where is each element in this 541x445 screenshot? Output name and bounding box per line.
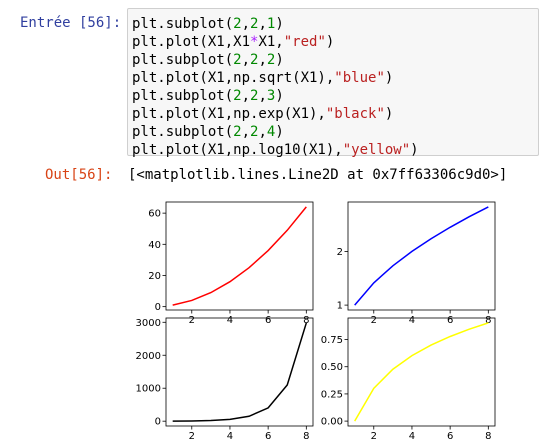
- subplot-3: 2 4 6 8 0 1000 2000 3000: [136, 317, 314, 442]
- code-token: ): [275, 16, 284, 32]
- code-token: 2: [233, 52, 242, 68]
- y-tick-label: 2: [337, 247, 343, 258]
- code-token: ): [275, 124, 284, 140]
- code-token: ): [275, 88, 284, 104]
- code-token: ): [410, 142, 419, 158]
- code-token: plt.plot(X1,np.log10(X1),: [132, 142, 343, 158]
- code-token: X1,: [258, 34, 284, 50]
- x-tick-label: 4: [409, 315, 415, 326]
- x-tick-label: 4: [227, 315, 233, 326]
- code-token: 2: [250, 124, 259, 140]
- x-tick-label: 2: [189, 315, 195, 326]
- code-token: ,: [258, 16, 267, 32]
- code-token: ,: [241, 16, 251, 32]
- code-token: plt.subplot(: [132, 88, 234, 104]
- code-line: plt.plot(X1,np.log10(X1),"yellow"): [132, 141, 534, 159]
- axes-frame: [165, 317, 314, 427]
- code-token: ,: [258, 88, 267, 104]
- code-token: plt.subplot(: [132, 16, 234, 32]
- code-line: plt.plot(X1,np.exp(X1),"black"): [132, 105, 534, 123]
- y-tick-label: 2000: [136, 351, 161, 362]
- subplot-1: 2 4 6 8 0 20 40 60: [148, 201, 314, 326]
- series-line: [354, 322, 489, 422]
- code-line: plt.subplot(2,2,3): [132, 87, 534, 105]
- input-prompt: Entrée [56]:: [20, 15, 122, 31]
- code-token: plt.plot(X1,np.sqrt(X1),: [132, 70, 335, 86]
- code-token: "black": [325, 106, 385, 122]
- x-tick-label: 8: [485, 431, 491, 442]
- code-line: plt.plot(X1,X1*X1,"red"): [132, 33, 534, 51]
- code-token: plt.plot(X1,X1: [132, 34, 251, 50]
- y-tick-label: 40: [148, 240, 161, 251]
- code-token: 2: [250, 52, 259, 68]
- code-token: 2: [250, 88, 259, 104]
- code-line: plt.subplot(2,2,2): [132, 51, 534, 69]
- subplot-figure: 2 4 6 8 0 20 40 60 2 4 6 8 1 2 2 4 6 8 0 1000 2000 3000 2 4 6 8 0.…: [136, 201, 496, 442]
- code-token: plt.subplot(: [132, 124, 234, 140]
- axes-frame: [165, 201, 314, 311]
- x-tick-label: 2: [189, 431, 195, 442]
- code-token: ): [384, 70, 394, 86]
- code-line: plt.plot(X1,np.sqrt(X1),"blue"): [132, 69, 534, 87]
- subplot-4: 2 4 6 8 0.00 0.25 0.50 0.75: [321, 317, 496, 442]
- output-text: [<matplotlib.lines.Line2D at 0x7ff63306c…: [128, 167, 508, 183]
- x-tick-label: 4: [409, 431, 415, 442]
- y-tick-label: 0.00: [321, 417, 343, 428]
- code-token: 2: [233, 16, 242, 32]
- x-tick-label: 8: [485, 315, 491, 326]
- y-tick-label: 1: [337, 301, 343, 312]
- y-tick-label: 1000: [136, 384, 161, 395]
- code-token: "red": [283, 34, 326, 50]
- code-token: ): [275, 52, 284, 68]
- x-tick-label: 2: [371, 315, 377, 326]
- code-token: plt.plot(X1,np.exp(X1),: [132, 106, 326, 122]
- y-tick-label: 0.25: [321, 389, 343, 400]
- y-tick-label: 60: [148, 209, 161, 220]
- code-token: plt.subplot(: [132, 52, 234, 68]
- code-token: ,: [258, 124, 267, 140]
- code-line: plt.subplot(2,2,1): [132, 15, 534, 33]
- x-tick-label: 8: [303, 315, 309, 326]
- code-token: 1: [266, 16, 276, 32]
- x-tick-label: 6: [447, 315, 453, 326]
- code-cell[interactable]: plt.subplot(2,2,1) plt.plot(X1,X1*X1,"red…: [127, 8, 539, 159]
- code-token: "yellow": [342, 142, 411, 158]
- code-token: ,: [241, 88, 251, 104]
- code-token: 2: [250, 16, 259, 32]
- x-tick-label: 6: [265, 315, 271, 326]
- series-line: [354, 206, 489, 306]
- axes-frame: [347, 201, 496, 311]
- code-token: ): [384, 106, 394, 122]
- series-line: [172, 322, 308, 422]
- y-tick-label: 0.50: [321, 362, 343, 373]
- code-token: 2: [266, 52, 276, 68]
- code-token: "blue": [334, 70, 385, 86]
- subplot-2: 2 4 6 8 1 2: [337, 201, 496, 326]
- code-token: ,: [241, 52, 251, 68]
- x-tick-label: 8: [303, 431, 309, 442]
- x-tick-label: 2: [371, 431, 377, 442]
- code-token: 2: [233, 124, 242, 140]
- output-prompt: Out[56]:: [45, 167, 113, 183]
- axes-frame: [347, 317, 496, 427]
- code-token: *: [250, 34, 259, 50]
- y-tick-label: 3000: [136, 318, 161, 329]
- x-tick-label: 6: [265, 431, 271, 442]
- x-tick-label: 4: [227, 431, 233, 442]
- code-token: ): [325, 34, 335, 50]
- y-tick-label: 0: [155, 417, 161, 428]
- y-tick-label: 0.75: [321, 335, 343, 346]
- y-tick-label: 0: [155, 302, 161, 313]
- code-token: 2: [233, 88, 242, 104]
- series-line: [172, 206, 307, 306]
- code-token: ,: [241, 124, 251, 140]
- code-token: 4: [266, 124, 276, 140]
- code-token: ,: [258, 52, 267, 68]
- y-tick-label: 20: [148, 271, 161, 282]
- x-tick-label: 6: [447, 431, 453, 442]
- code-line: plt.subplot(2,2,4): [132, 123, 534, 141]
- code-token: 3: [266, 88, 276, 104]
